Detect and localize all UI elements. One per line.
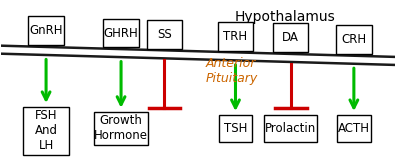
Text: TRH: TRH [223,30,248,43]
Text: CRH: CRH [341,33,366,46]
FancyBboxPatch shape [273,23,308,52]
Text: Prolactin: Prolactin [265,122,316,135]
FancyBboxPatch shape [337,115,371,142]
FancyBboxPatch shape [147,20,182,49]
FancyBboxPatch shape [336,25,371,54]
Text: DA: DA [282,31,299,44]
FancyBboxPatch shape [29,16,64,45]
Text: ACTH: ACTH [338,122,370,135]
Text: GnRH: GnRH [29,24,63,37]
FancyBboxPatch shape [94,111,148,145]
Text: TSH: TSH [224,122,247,135]
FancyBboxPatch shape [218,22,253,51]
Text: GHRH: GHRH [104,27,139,40]
FancyBboxPatch shape [23,107,69,155]
Text: Hypothalamus: Hypothalamus [234,10,335,24]
FancyBboxPatch shape [264,115,317,142]
FancyBboxPatch shape [103,19,139,47]
Text: FSH
And
LH: FSH And LH [34,109,57,152]
Text: SS: SS [157,28,172,41]
Text: Growth
Hormone: Growth Hormone [94,114,148,142]
FancyBboxPatch shape [219,115,252,142]
Text: Anterior
Pituitary: Anterior Pituitary [206,57,258,85]
